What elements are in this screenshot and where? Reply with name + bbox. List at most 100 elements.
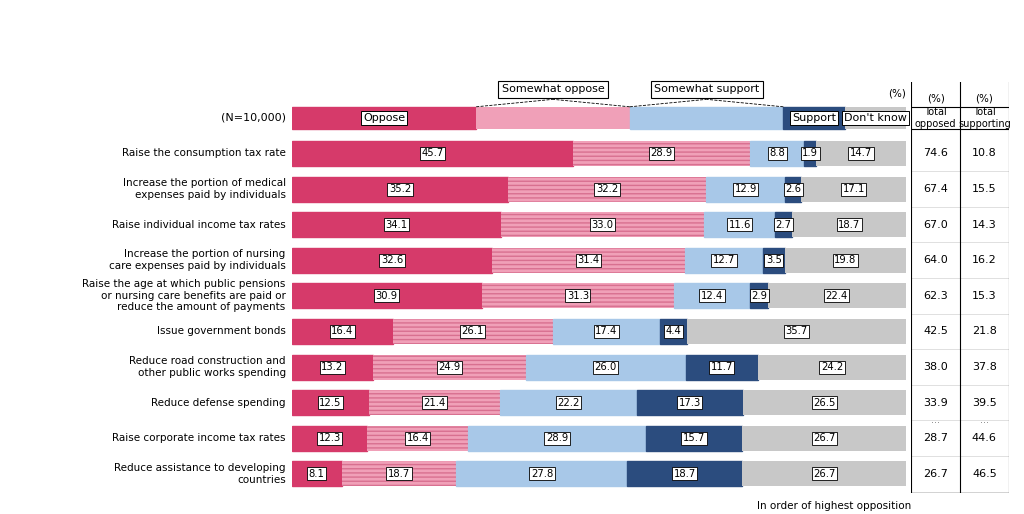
Text: 1.9: 1.9 — [802, 149, 818, 158]
Text: (N=10,000): (N=10,000) — [221, 113, 286, 123]
Bar — [572, 141, 751, 166]
Text: Somewhat oppose: Somewhat oppose — [502, 84, 604, 95]
Text: 64.0: 64.0 — [924, 255, 948, 265]
Bar — [373, 355, 526, 379]
Text: 28.9: 28.9 — [650, 149, 673, 158]
Bar — [758, 355, 906, 379]
Bar — [392, 319, 553, 344]
Text: 14.7: 14.7 — [850, 149, 872, 158]
Text: Issue government bonds: Issue government bonds — [157, 326, 286, 337]
Text: 67.0: 67.0 — [924, 219, 948, 230]
Text: 2.9: 2.9 — [751, 291, 767, 301]
Text: Total
opposed: Total opposed — [914, 107, 956, 128]
Bar — [685, 248, 763, 273]
Text: 15.7: 15.7 — [683, 433, 706, 443]
Bar — [368, 426, 468, 451]
Text: 33.0: 33.0 — [592, 219, 613, 230]
Text: 11.7: 11.7 — [711, 362, 733, 372]
Text: 35.2: 35.2 — [389, 184, 411, 194]
Text: In order of highest opposition: In order of highest opposition — [757, 502, 911, 511]
Text: 26.7: 26.7 — [813, 469, 836, 479]
Text: 28.9: 28.9 — [546, 433, 568, 443]
Bar — [368, 426, 468, 451]
Bar — [342, 462, 457, 486]
Bar — [659, 319, 687, 344]
Bar — [628, 462, 742, 486]
Text: 26.7: 26.7 — [813, 433, 836, 443]
Text: 45.7: 45.7 — [421, 149, 443, 158]
Text: Raise individual income tax rates: Raise individual income tax rates — [112, 219, 286, 230]
Bar — [292, 462, 342, 486]
Bar — [292, 212, 502, 237]
Bar — [481, 283, 674, 308]
Bar — [369, 390, 500, 415]
Text: 37.8: 37.8 — [972, 362, 996, 372]
Bar — [637, 390, 742, 415]
Text: 18.7: 18.7 — [674, 469, 696, 479]
Text: 31.4: 31.4 — [578, 255, 600, 265]
Text: 42.5: 42.5 — [924, 326, 948, 337]
Text: Reduce road construction and
other public works spending: Reduce road construction and other publi… — [129, 356, 286, 378]
Bar — [785, 177, 801, 201]
Bar — [742, 462, 906, 486]
Bar — [373, 355, 526, 379]
Bar — [292, 283, 481, 308]
Bar — [792, 212, 907, 237]
Text: 14.3: 14.3 — [972, 219, 996, 230]
Text: 19.8: 19.8 — [835, 255, 856, 265]
Text: 35.7: 35.7 — [785, 326, 808, 337]
Text: (%): (%) — [976, 93, 993, 103]
Text: 32.6: 32.6 — [381, 255, 403, 265]
Bar — [342, 462, 457, 486]
Bar — [292, 319, 392, 344]
Bar — [392, 319, 553, 344]
Bar — [292, 390, 369, 415]
Text: 8.8: 8.8 — [769, 149, 785, 158]
Text: 3.5: 3.5 — [766, 255, 781, 265]
Text: 12.3: 12.3 — [318, 433, 341, 443]
Text: Somewhat support: Somewhat support — [654, 84, 759, 95]
Bar — [292, 355, 373, 379]
Bar — [686, 355, 758, 379]
Text: 39.5: 39.5 — [972, 398, 996, 408]
Text: 46.5: 46.5 — [972, 469, 996, 479]
Text: 24.2: 24.2 — [821, 362, 843, 372]
Bar — [526, 355, 686, 379]
Text: 11.6: 11.6 — [728, 219, 751, 230]
Text: 12.5: 12.5 — [319, 398, 341, 408]
Text: 4.4: 4.4 — [666, 326, 681, 337]
Text: 33.9: 33.9 — [924, 398, 948, 408]
Bar — [674, 283, 751, 308]
Text: ...: ... — [980, 415, 989, 426]
Text: Total
supporting: Total supporting — [957, 107, 1011, 128]
Bar — [369, 390, 500, 415]
Text: 32.2: 32.2 — [596, 184, 618, 194]
Text: Oppose: Oppose — [362, 113, 406, 123]
Text: 62.3: 62.3 — [924, 291, 948, 301]
Bar — [502, 212, 705, 237]
Bar — [481, 283, 674, 308]
Bar — [292, 248, 493, 273]
Bar — [292, 107, 476, 129]
Text: 21.8: 21.8 — [972, 326, 996, 337]
Bar — [500, 390, 637, 415]
Bar — [292, 177, 508, 201]
Text: 12.4: 12.4 — [701, 291, 723, 301]
Text: ...: ... — [931, 415, 940, 426]
Text: Support: Support — [793, 113, 836, 123]
Bar — [493, 248, 685, 273]
Bar — [630, 107, 783, 129]
Text: 12.9: 12.9 — [734, 184, 757, 194]
Bar — [468, 426, 646, 451]
Bar — [705, 212, 775, 237]
Bar — [763, 248, 784, 273]
Bar — [646, 426, 742, 451]
Bar — [804, 141, 816, 166]
Text: 16.4: 16.4 — [407, 433, 429, 443]
Bar — [572, 141, 751, 166]
Bar — [845, 107, 906, 129]
Bar — [493, 248, 685, 273]
Bar — [508, 177, 706, 201]
Text: 16.4: 16.4 — [331, 326, 353, 337]
Bar — [687, 319, 906, 344]
